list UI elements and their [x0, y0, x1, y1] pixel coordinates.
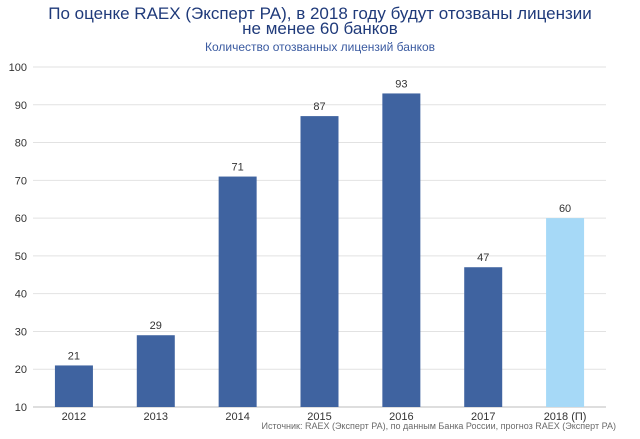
bar	[464, 267, 503, 407]
y-tick-label: 100	[9, 62, 27, 74]
y-tick-label: 70	[15, 175, 27, 187]
bar-value-label: 71	[232, 162, 244, 174]
y-tick-label: 80	[15, 138, 27, 150]
bar-value-label: 60	[559, 203, 571, 215]
x-tick-label: 2017	[471, 411, 495, 423]
chart-title-line-2: не менее 60 банков	[242, 19, 398, 38]
y-tick-label: 40	[15, 289, 27, 301]
y-tick-label: 10	[15, 402, 27, 414]
chart-title-line-1: По оценке RAEX (Эксперт РА), в 2018 году…	[48, 4, 592, 23]
x-tick-label: 2015	[307, 411, 331, 423]
bar-value-label: 47	[477, 252, 489, 264]
x-tick-label: 2012	[62, 411, 86, 423]
x-tick-label: 2014	[225, 411, 249, 423]
x-tick-label: 2018 (П)	[544, 411, 587, 423]
y-tick-label: 60	[15, 213, 27, 225]
bar-value-label: 29	[150, 320, 162, 332]
x-tick-label: 2016	[389, 411, 413, 423]
bar	[300, 116, 339, 407]
bar-value-label: 87	[313, 101, 325, 113]
bar	[382, 93, 421, 407]
chart-source-note: Источник: RAEX (Эксперт РА), по данным Б…	[261, 421, 616, 431]
y-tick-label: 90	[15, 100, 27, 112]
y-tick-label: 50	[15, 251, 27, 263]
chart-subtitle: Количество отозванных лицензий банков	[204, 40, 436, 54]
bar	[54, 365, 93, 407]
bar	[546, 218, 585, 407]
x-tick-label: 2013	[144, 411, 168, 423]
y-tick-label: 30	[15, 326, 27, 338]
y-tick-label: 20	[15, 364, 27, 376]
bar-value-label: 93	[395, 78, 407, 90]
bar	[218, 176, 257, 407]
bar	[136, 335, 175, 407]
bar-value-label: 21	[68, 350, 80, 362]
